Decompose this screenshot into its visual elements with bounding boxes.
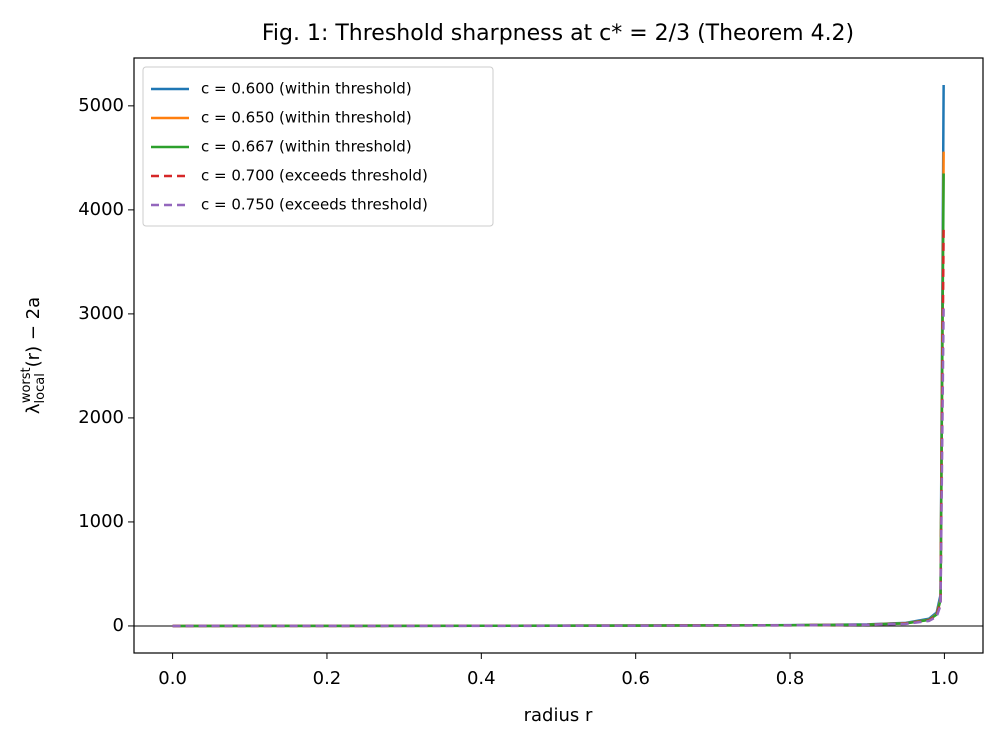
legend-label: c = 0.650 (within threshold)	[201, 109, 412, 127]
legend-label: c = 0.667 (within threshold)	[201, 138, 412, 156]
y-label-part: λ	[23, 403, 44, 414]
y-label-part: local	[33, 373, 48, 403]
y-axis-label: λlocalworst(r) − 2a	[19, 297, 48, 414]
x-tick-label: 0.8	[776, 668, 805, 689]
legend-box	[142, 66, 494, 227]
x-tick-label: 0.0	[158, 668, 187, 689]
y-tick-label: 1000	[78, 511, 124, 532]
x-tick-label: 0.2	[313, 668, 342, 689]
y-tick-label: 4000	[78, 199, 124, 220]
y-tick-label: 3000	[78, 303, 124, 324]
chart-title: Fig. 1: Threshold sharpness at c* = 2/3 …	[262, 21, 854, 46]
legend-label: c = 0.600 (within threshold)	[201, 80, 412, 98]
x-tick-label: 1.0	[930, 668, 959, 689]
series-line	[172, 173, 945, 628]
y-tick-label: 2000	[78, 407, 124, 428]
legend-label: c = 0.700 (exceeds threshold)	[201, 167, 428, 185]
series-line	[172, 226, 945, 628]
x-tick-label: 0.4	[467, 668, 496, 689]
series-line	[172, 303, 945, 628]
y-label-part: (r) − 2a	[23, 297, 44, 367]
y-tick-label: 5000	[78, 95, 124, 116]
legend-label: c = 0.750 (exceeds threshold)	[201, 196, 428, 214]
x-axis-label: radius r	[524, 705, 593, 726]
x-tick-label: 0.6	[621, 668, 650, 689]
plot-frame	[133, 57, 984, 654]
y-tick-label: 0	[113, 615, 124, 636]
y-label-part: worst	[19, 367, 34, 403]
